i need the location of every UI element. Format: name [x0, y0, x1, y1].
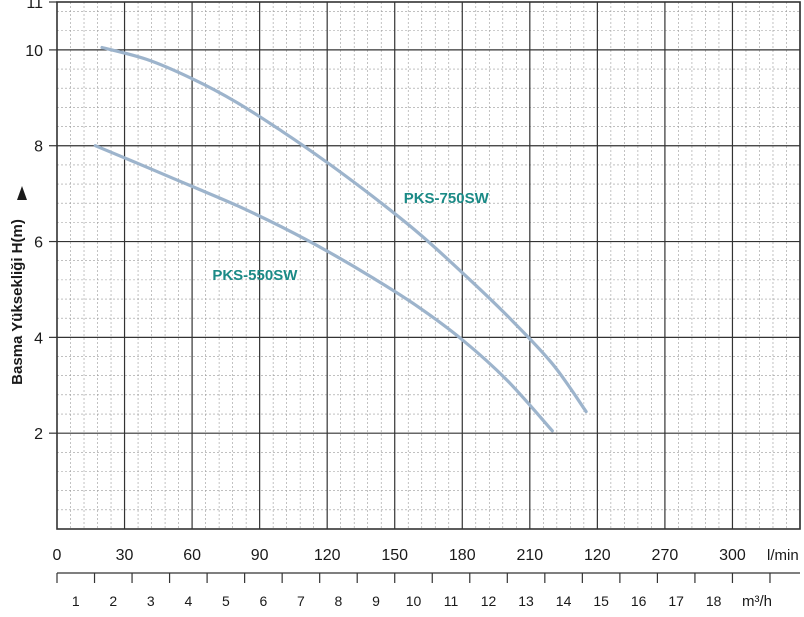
x2-tick-label: 3 [147, 593, 155, 609]
x2-tick-label: 13 [518, 593, 534, 609]
x-tick-label: 270 [652, 547, 679, 564]
x2-tick-label: 11 [444, 593, 459, 609]
chart-axes [49, 1, 801, 583]
x-tick-label: 60 [183, 547, 201, 564]
series-label-0: PKS-750SW [404, 190, 490, 207]
x2-tick-label: 9 [372, 593, 380, 609]
x-tick-label: 120 [314, 547, 341, 564]
x2-tick-label: 1 [72, 593, 80, 609]
x-tick-label: 120 [584, 547, 611, 564]
x2-tick-label: 12 [481, 593, 497, 609]
x2-tick-label: 16 [631, 593, 647, 609]
x-axis-unit: l/min [767, 547, 799, 564]
y-tick-label: 6 [34, 235, 43, 252]
series-line-0 [100, 45, 588, 414]
x2-tick-label: 4 [184, 593, 192, 609]
y-tick-label: 10 [25, 43, 43, 60]
x2-tick-label: 15 [593, 593, 609, 609]
y-tick-label: 2 [34, 426, 43, 443]
series-line-1 [93, 144, 554, 433]
x2-tick-label: 5 [222, 593, 230, 609]
x-tick-label: 30 [116, 547, 134, 564]
chart-series: PKS-750SW PKS-550SW [93, 45, 588, 433]
y-tick-label: 8 [34, 139, 43, 156]
y-tick-label: 11 [26, 0, 43, 12]
x-tick-label: 300 [719, 547, 746, 564]
plot-frame [56, 1, 801, 530]
x2-tick-label: 8 [335, 593, 343, 609]
x-tick-label: 0 [53, 547, 62, 564]
x2-tick-label: 18 [706, 593, 722, 609]
y-axis-label: Basma Yüksekliği H(m) [9, 219, 26, 385]
x2-tick-label: 17 [668, 593, 684, 609]
y-axis-arrow-icon [17, 186, 27, 200]
x2-axis-unit: m³/h [742, 593, 772, 610]
x2-tick-label: 6 [259, 593, 267, 609]
y-tick-label: 4 [34, 330, 43, 347]
x-tick-label: 150 [381, 547, 408, 564]
x2-tick-label: 14 [556, 593, 572, 609]
x-tick-label: 210 [516, 547, 543, 564]
x2-tick-label: 2 [109, 593, 117, 609]
series-label-1: PKS-550SW [212, 267, 298, 284]
x2-tick-label: 7 [297, 593, 305, 609]
chart-grid [57, 2, 801, 529]
x2-tick-label: 10 [406, 593, 422, 609]
x-tick-label: 90 [251, 547, 269, 564]
x-tick-label: 180 [449, 547, 476, 564]
